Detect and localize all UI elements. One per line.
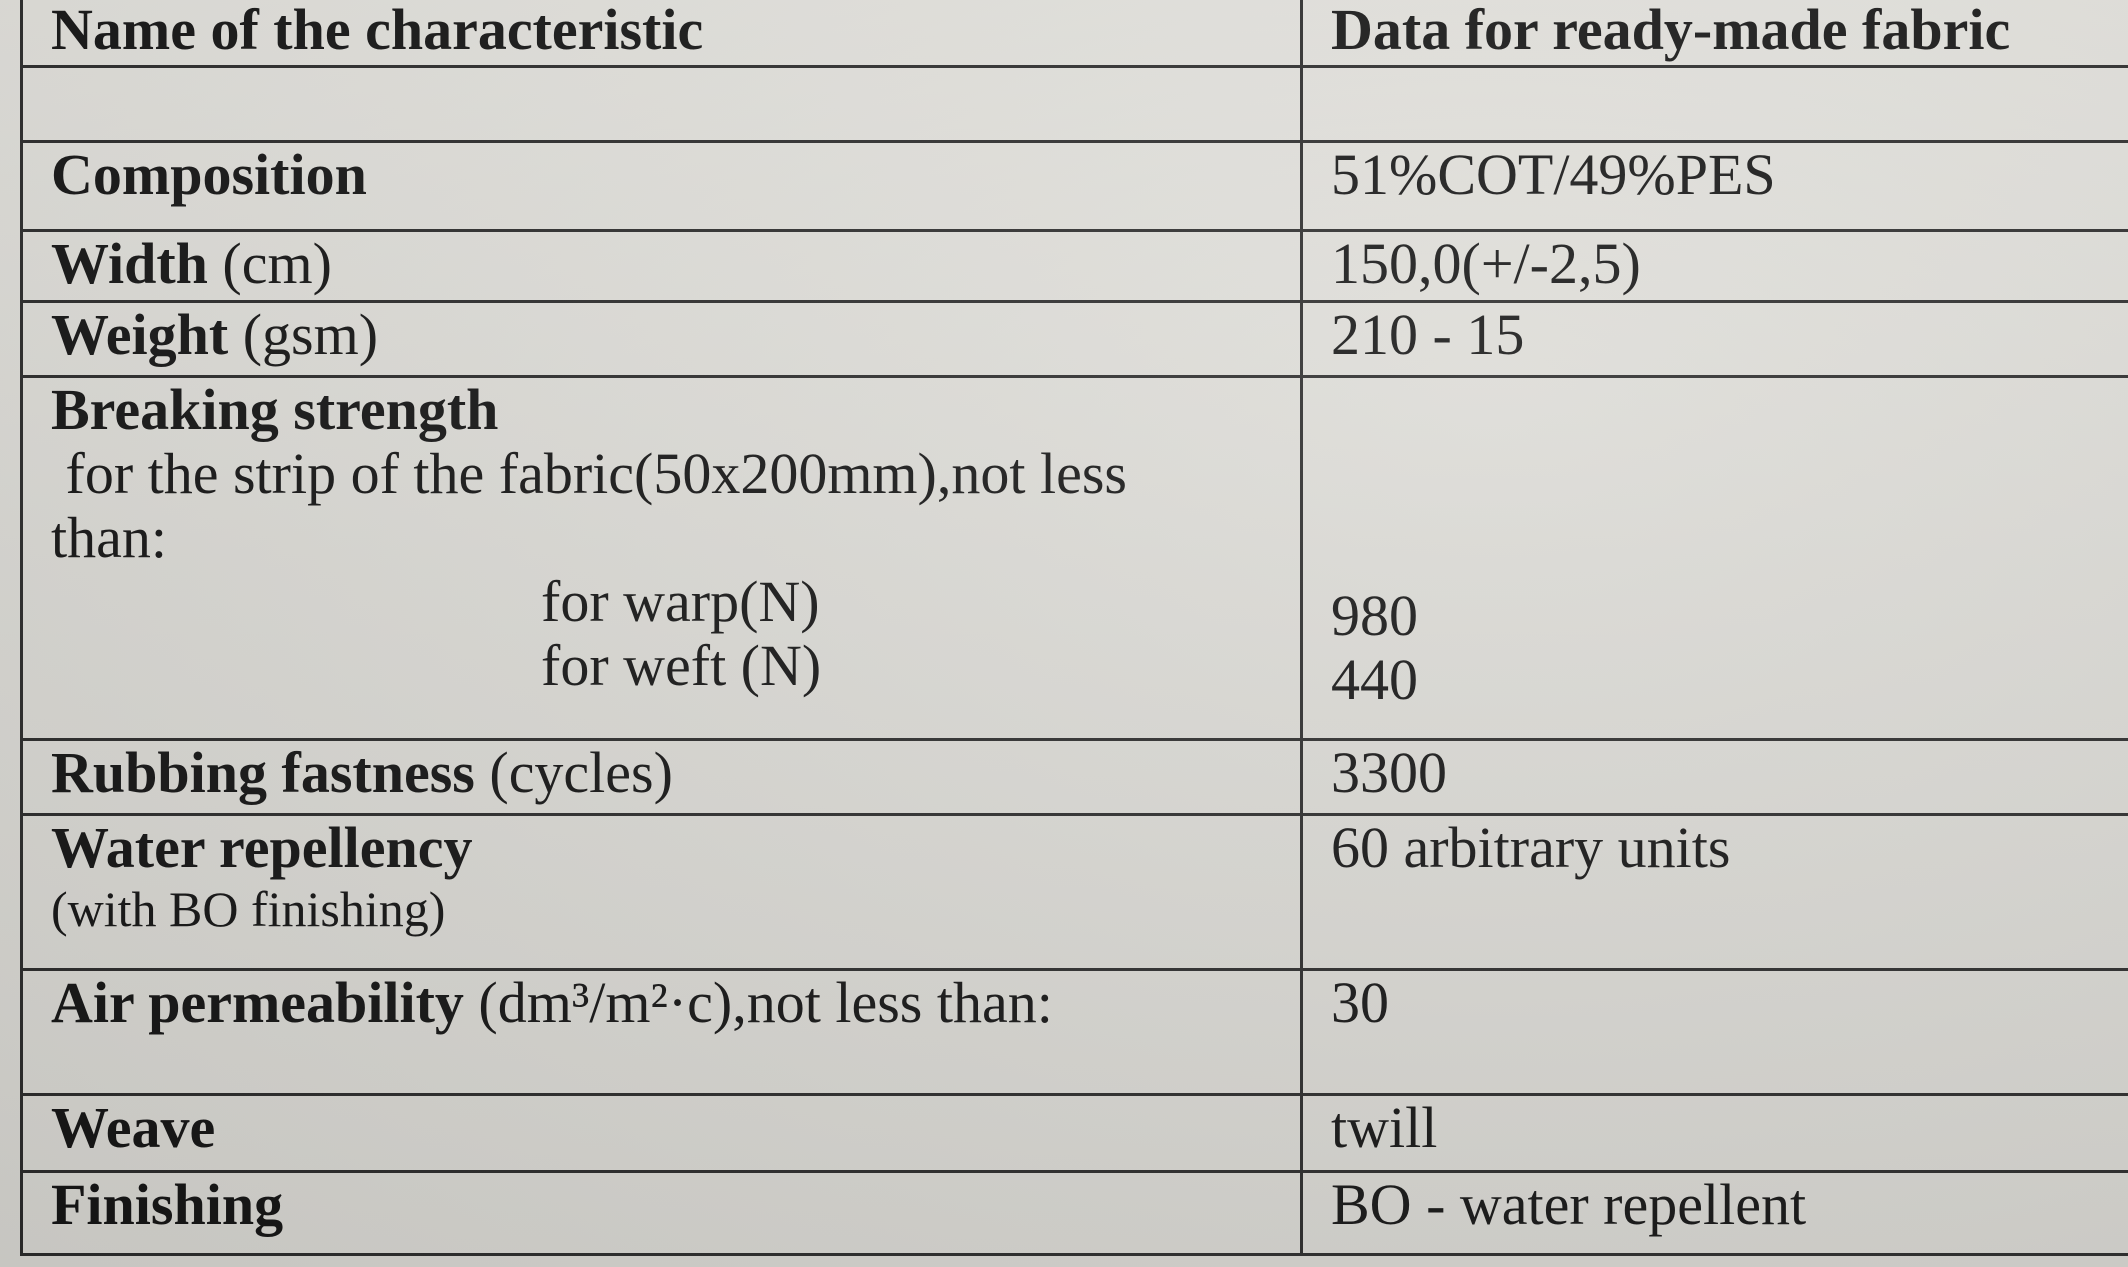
breaking-value-cell: 980 440 (1300, 375, 2128, 741)
composition-value: 51%COT/49%PES (1300, 140, 2128, 232)
weight-value: 210 - 15 (1300, 300, 2128, 378)
table-row-water-repellency: Water repellency (with BO finishing) 60 … (20, 813, 2128, 971)
air-value: 30 (1300, 968, 2128, 1096)
width-unit: (cm) (222, 231, 332, 296)
warp-value: 980 (1331, 583, 1418, 648)
weight-unit: (gsm) (242, 302, 379, 367)
fabric-spec-table: Name of the characteristic Data for read… (20, 0, 2128, 1256)
water-note: (with BO finishing) (51, 881, 446, 937)
breaking-value-spacer (1331, 380, 2128, 585)
width-label-cell: Width (cm) (20, 229, 1303, 303)
breaking-label: Breaking strength (51, 377, 499, 442)
blank-cell (20, 65, 1303, 143)
weight-label: Weight (51, 302, 229, 367)
composition-label: Composition (20, 140, 1303, 232)
weave-label: Weave (20, 1093, 1303, 1173)
finishing-label: Finishing (20, 1170, 1303, 1256)
water-label: Water repellency (51, 815, 473, 880)
air-label: Air permeability (51, 970, 464, 1035)
table-header-row: Name of the characteristic Data for read… (20, 0, 2128, 68)
rubbing-unit: (cycles) (489, 740, 673, 805)
table-row-rubbing-fastness: Rubbing fastness (cycles) 3300 (20, 738, 2128, 816)
water-value: 60 arbitrary units (1300, 813, 2128, 971)
table-row-width: Width (cm) 150,0(+/-2,5) (20, 229, 2128, 303)
table-row-weight: Weight (gsm) 210 - 15 (20, 300, 2128, 378)
table-row-air-permeability: Air permeability (dm³/m²·c),not less tha… (20, 968, 2128, 1096)
table-row-finishing: Finishing BO - water repellent (20, 1170, 2128, 1256)
blank-row (20, 65, 2128, 143)
width-label: Width (51, 231, 208, 296)
air-label-cell: Air permeability (dm³/m²·c),not less tha… (20, 968, 1303, 1096)
rubbing-label-cell: Rubbing fastness (cycles) (20, 738, 1303, 816)
breaking-desc-line2: than: (51, 505, 167, 570)
air-unit: (dm³/m²·c),not less than: (478, 970, 1053, 1035)
breaking-label-cell: Breaking strength for the strip of the f… (20, 375, 1303, 741)
header-characteristic: Name of the characteristic (20, 0, 1303, 68)
water-label-cell: Water repellency (with BO finishing) (20, 813, 1303, 971)
finishing-value: BO - water repellent (1300, 1170, 2128, 1256)
breaking-desc-line1: for the strip of the fabric(50x200mm),no… (51, 441, 1127, 506)
table-row-weave: Weave twill (20, 1093, 2128, 1173)
weft-value: 440 (1331, 647, 1418, 712)
rubbing-label: Rubbing fastness (51, 740, 475, 805)
blank-cell (1300, 65, 2128, 143)
width-value: 150,0(+/-2,5) (1300, 229, 2128, 303)
weave-value: twill (1300, 1093, 2128, 1173)
weight-label-cell: Weight (gsm) (20, 300, 1303, 378)
table-row-breaking-strength: Breaking strength for the strip of the f… (20, 375, 2128, 741)
warp-label: for warp(N) (541, 569, 820, 634)
rubbing-value: 3300 (1300, 738, 2128, 816)
header-data: Data for ready-made fabric (1300, 0, 2128, 68)
weft-label: for weft (N) (541, 633, 822, 698)
table-row-composition: Composition 51%COT/49%PES (20, 140, 2128, 232)
